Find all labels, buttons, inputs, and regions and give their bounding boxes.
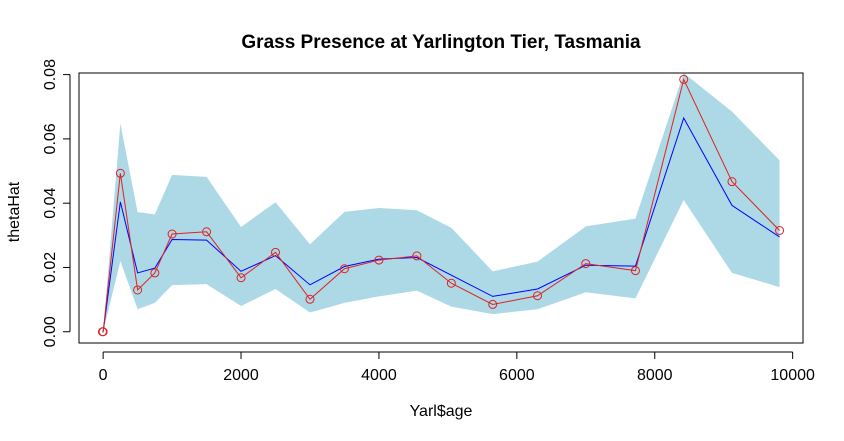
red-series-point [339,264,349,274]
axes: 0 2000 4000 6000 8000 10000 0.00 0.02 0.04 0.06 0.… [42,59,815,384]
red-series-point [679,74,689,84]
x-axis-label: Yarl$age [410,403,473,420]
y-tick-label: 0.04 [42,188,59,219]
red-series-point [98,327,108,337]
red-series-point [305,294,315,304]
red-series-point [133,285,143,295]
x-tick-label: 6000 [499,367,535,384]
red-series-point [630,266,640,276]
blue-series-line [102,116,780,333]
x-tick-label: 0 [99,367,108,384]
red-series-point [581,259,591,269]
red-series-point [374,255,384,265]
y-tick-label: 0.08 [42,59,59,90]
confidence-band [102,73,780,332]
red-series-point [446,278,456,288]
x-tick-label: 10000 [770,367,815,384]
y-tick-label: 0.00 [42,316,59,347]
red-series-point [115,168,125,178]
series-layer [97,74,785,337]
x-tick-label: 4000 [361,367,397,384]
red-series-point [150,268,160,278]
red-series-point [775,226,785,235]
y-tick-label: 0.02 [42,252,59,283]
y-axis-label: thetaHat [6,181,23,242]
red-series-point [271,247,281,257]
red-series-point [236,273,246,283]
x-tick-label: 2000 [223,367,259,384]
x-tick-label: 8000 [637,367,673,384]
red-series-point [533,291,543,301]
red-series-point [202,227,212,237]
y-tick-label: 0.06 [42,123,59,154]
red-series-line [102,77,780,333]
red-series-point [412,251,422,261]
red-series-point [167,229,177,239]
red-series-point [488,299,498,309]
red-series-point [727,177,737,187]
confidence-band-layer [102,73,780,332]
plot-frame [78,72,804,344]
chart-title: Grass Presence at Yarlington Tier, Tasma… [241,32,641,53]
